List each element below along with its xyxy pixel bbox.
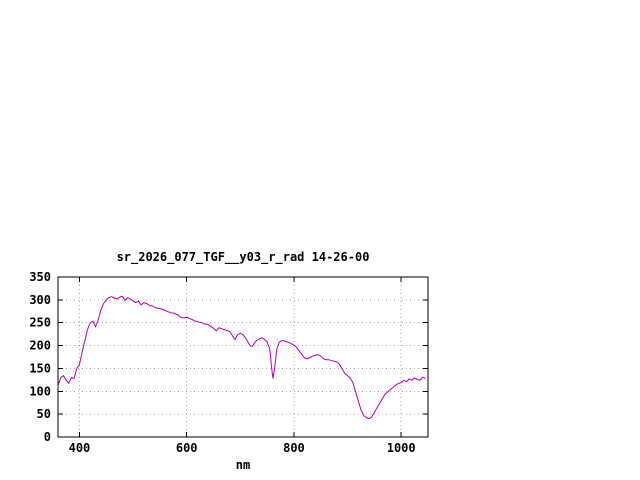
y-tick-label: 200 <box>29 339 51 353</box>
plot-border <box>57 276 429 438</box>
y-tick-label: 250 <box>29 316 51 330</box>
x-tick-label: 400 <box>69 441 91 455</box>
y-tick-label: 350 <box>29 270 51 284</box>
x-tick-label: 1000 <box>387 441 416 455</box>
x-tick-label: 600 <box>176 441 198 455</box>
y-tick-label: 100 <box>29 384 51 398</box>
y-tick-label: 50 <box>37 407 51 421</box>
chart-title: sr_2026_077_TGF__y03_r_rad 14-26-00 <box>116 250 370 264</box>
x-tick-label: 800 <box>283 441 305 455</box>
x-axis-label: nm <box>235 458 251 472</box>
y-tick-label: 0 <box>44 430 51 444</box>
spectrum-line <box>57 295 426 420</box>
y-tick-label: 150 <box>29 361 51 375</box>
y-tick-label: 300 <box>29 293 51 307</box>
